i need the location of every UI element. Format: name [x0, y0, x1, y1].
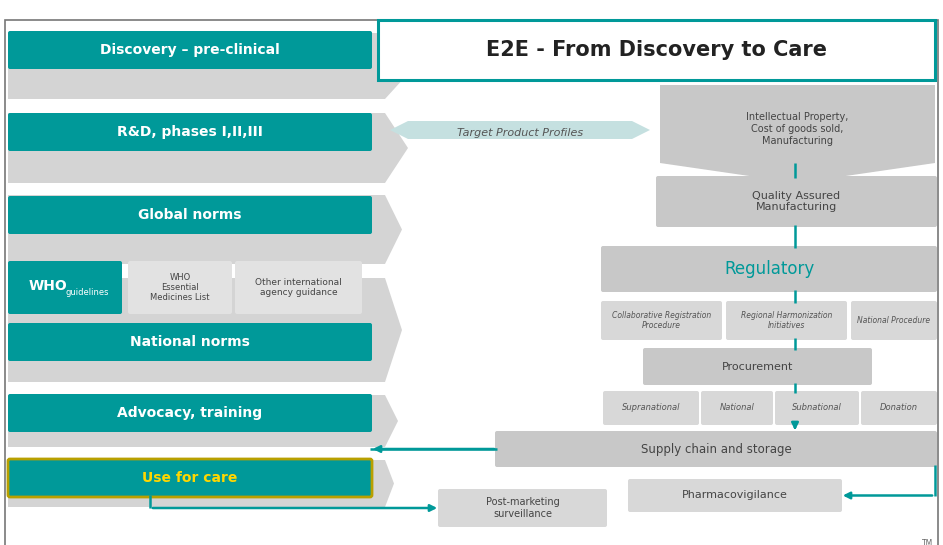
Text: National: National — [720, 403, 754, 413]
Text: WHO: WHO — [28, 278, 67, 293]
Text: Quality Assured
Manufacturing: Quality Assured Manufacturing — [753, 191, 840, 213]
Text: National norms: National norms — [130, 335, 250, 349]
Text: Subnational: Subnational — [792, 403, 842, 413]
FancyBboxPatch shape — [628, 479, 842, 512]
Text: Procurement: Procurement — [721, 361, 793, 372]
Polygon shape — [660, 85, 935, 183]
Text: guidelines: guidelines — [66, 288, 109, 297]
Text: National Procedure: National Procedure — [857, 316, 931, 325]
FancyBboxPatch shape — [128, 261, 232, 314]
Text: E2E - From Discovery to Care: E2E - From Discovery to Care — [486, 40, 827, 60]
FancyBboxPatch shape — [495, 431, 937, 467]
FancyBboxPatch shape — [851, 301, 937, 340]
FancyBboxPatch shape — [601, 246, 937, 292]
FancyBboxPatch shape — [8, 394, 372, 432]
FancyBboxPatch shape — [8, 31, 372, 69]
FancyBboxPatch shape — [8, 261, 122, 314]
Text: Discovery – pre-clinical: Discovery – pre-clinical — [100, 43, 280, 57]
Text: Global norms: Global norms — [139, 208, 241, 222]
Text: WHO
Essential
Medicines List: WHO Essential Medicines List — [150, 272, 209, 302]
Text: Target Product Profiles: Target Product Profiles — [457, 128, 583, 138]
Text: Use for care: Use for care — [142, 471, 238, 485]
FancyBboxPatch shape — [775, 391, 859, 425]
Text: Intellectual Property,
Cost of goods sold,
Manufacturing: Intellectual Property, Cost of goods sol… — [746, 112, 849, 146]
FancyBboxPatch shape — [8, 323, 372, 361]
Text: Regional Harmonization
Initiatives: Regional Harmonization Initiatives — [741, 311, 832, 330]
Text: Supply chain and storage: Supply chain and storage — [640, 443, 791, 456]
FancyBboxPatch shape — [235, 261, 362, 314]
Text: TM: TM — [921, 539, 933, 545]
FancyBboxPatch shape — [8, 113, 372, 151]
Text: R&D, phases I,II,III: R&D, phases I,II,III — [117, 125, 263, 139]
Text: Collaborative Registration
Procedure: Collaborative Registration Procedure — [612, 311, 711, 330]
Text: Advocacy, training: Advocacy, training — [118, 406, 262, 420]
Polygon shape — [8, 278, 402, 382]
FancyBboxPatch shape — [603, 391, 699, 425]
Polygon shape — [8, 395, 398, 447]
Polygon shape — [8, 195, 402, 264]
Bar — [378, 20, 935, 80]
FancyBboxPatch shape — [656, 176, 937, 227]
FancyBboxPatch shape — [601, 301, 722, 340]
Polygon shape — [390, 121, 650, 139]
Polygon shape — [8, 33, 415, 99]
Text: Supranational: Supranational — [621, 403, 680, 413]
FancyBboxPatch shape — [8, 196, 372, 234]
FancyBboxPatch shape — [643, 348, 872, 385]
Text: Other international
agency guidance: Other international agency guidance — [256, 278, 342, 297]
FancyBboxPatch shape — [726, 301, 847, 340]
Polygon shape — [8, 460, 394, 507]
FancyBboxPatch shape — [8, 459, 372, 497]
Text: Post-marketing
surveillance: Post-marketing surveillance — [486, 497, 559, 519]
FancyBboxPatch shape — [438, 489, 607, 527]
FancyBboxPatch shape — [861, 391, 937, 425]
Text: Regulatory: Regulatory — [724, 260, 814, 278]
Polygon shape — [8, 113, 408, 183]
Text: Donation: Donation — [880, 403, 918, 413]
Text: Pharmacovigilance: Pharmacovigilance — [682, 490, 788, 500]
FancyBboxPatch shape — [701, 391, 773, 425]
